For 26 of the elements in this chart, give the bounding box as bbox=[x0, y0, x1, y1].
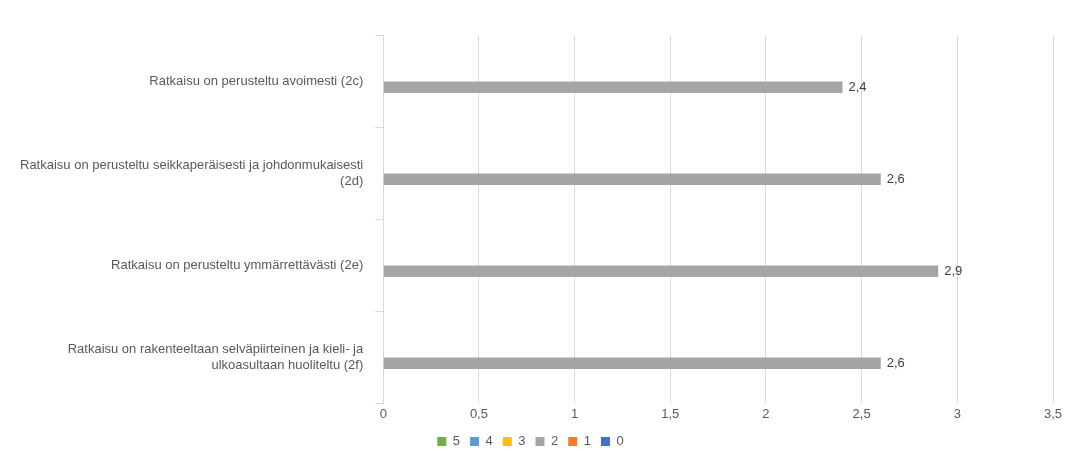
legend-label: 5 bbox=[452, 433, 461, 449]
data-label: 2,6 bbox=[886, 354, 905, 370]
bar bbox=[383, 81, 843, 94]
y-tick-label: Ratkaisu on perusteltu avoimesti (2c) bbox=[149, 73, 364, 89]
y-tick-label: Ratkaisu on perusteltu seikkaperäisesti ja johdonmukaisesti (2d) bbox=[19, 157, 364, 188]
x-tick-label: 3 bbox=[953, 405, 961, 421]
legend-label: 4 bbox=[485, 433, 493, 449]
legend-label: 2 bbox=[551, 433, 559, 449]
y-tick-label: Ratkaisu on perusteltu ymmärrettävästi (2e) bbox=[111, 257, 364, 273]
x-tick-label: 3,5 bbox=[1043, 405, 1063, 421]
legend-label: 1 bbox=[583, 433, 591, 449]
x-tick-label: 2,5 bbox=[852, 405, 871, 421]
x-tick-label: 1 bbox=[570, 405, 579, 421]
bar bbox=[383, 357, 881, 369]
y-tick-label: Ratkaisu on rakenteeltaan selväpiirteinen ja kieli- ja ulkoasultaan huoliteltu (2f) bbox=[67, 341, 364, 372]
legend-label: 3 bbox=[518, 433, 526, 449]
data-label: 2,6 bbox=[886, 170, 905, 186]
data-label: 2,4 bbox=[848, 78, 867, 94]
legend-label: 0 bbox=[616, 433, 624, 449]
x-tick-label: 2 bbox=[762, 405, 770, 421]
bar bbox=[383, 265, 939, 277]
x-tick-label: 0 bbox=[379, 405, 387, 421]
bar bbox=[383, 173, 881, 186]
data-label: 2,9 bbox=[944, 262, 963, 278]
x-tick-label: 1,5 bbox=[661, 405, 680, 421]
x-tick-label: 0,5 bbox=[469, 405, 488, 421]
